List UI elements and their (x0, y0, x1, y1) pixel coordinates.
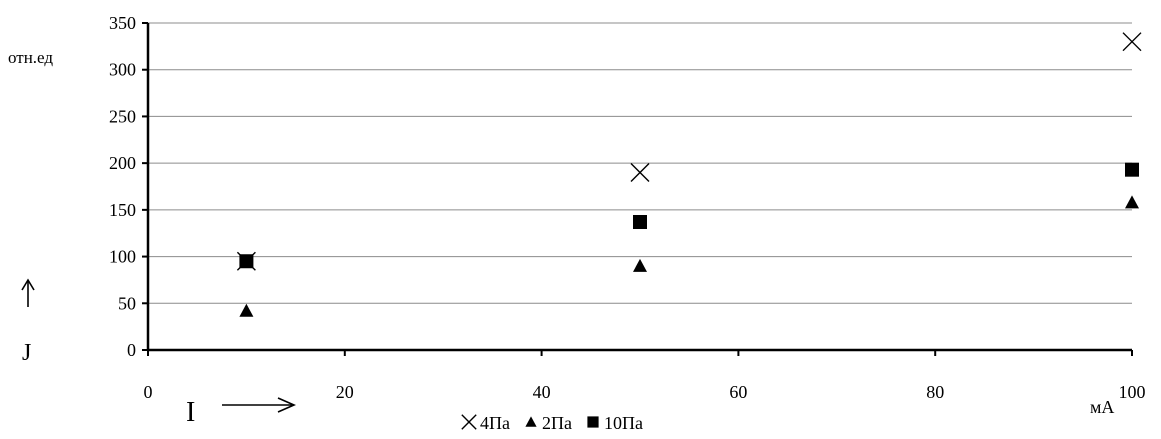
y-tick-label: 350 (109, 13, 136, 33)
legend-item: 10Па (587, 413, 643, 433)
data-point-square-marker (239, 254, 254, 269)
y-tick-label: 300 (109, 60, 136, 80)
x-tick-label: 100 (1119, 382, 1146, 402)
y-tick-label: 50 (118, 293, 136, 313)
grid-lines (148, 22, 1132, 304)
x-tick-label: 20 (336, 382, 354, 402)
legend-item: 4Па (461, 413, 510, 433)
data-point-triangle-marker (633, 258, 647, 272)
y-tick-label: 200 (109, 153, 136, 173)
x-tick-labels: 0 20 40 60 80 100 (144, 382, 1146, 402)
data-points (236, 32, 1142, 317)
y-tick-labels: 0 50 100 150 200 250 300 350 (109, 13, 136, 360)
data-point-square-marker (633, 215, 647, 230)
x-tick-label: 0 (144, 382, 153, 402)
data-point-triangle-marker (525, 416, 537, 427)
x-tick-label: 80 (926, 382, 944, 402)
y-tick-label: 0 (127, 340, 136, 360)
data-point-square-marker (587, 416, 599, 428)
legend-label: 10Па (604, 413, 643, 433)
x-axis-label: I (186, 397, 195, 428)
x-tick-label: 60 (729, 382, 747, 402)
y-axis-arrow-icon (21, 278, 35, 307)
legend-item: 2Па (525, 413, 572, 433)
y-axis-label: J (22, 340, 31, 366)
data-point-x-marker (461, 414, 477, 430)
legend-label: 4Па (480, 413, 510, 433)
data-point-x-marker (1122, 32, 1142, 52)
y-unit-label: отн.ед (8, 48, 53, 67)
axes (142, 22, 1133, 356)
y-tick-label: 150 (109, 200, 136, 220)
data-point-triangle-marker (239, 303, 254, 317)
data-point-x-marker (630, 162, 650, 182)
y-tick-label: 100 (109, 247, 136, 267)
x-unit-label: мА (1090, 397, 1114, 417)
x-tick-label: 40 (533, 382, 551, 402)
legend-label: 2Па (542, 413, 572, 433)
data-point-triangle-marker (1125, 195, 1139, 209)
y-tick-label: 250 (109, 106, 136, 126)
data-point-square-marker (1125, 162, 1139, 177)
x-axis-arrow-icon (222, 397, 296, 413)
legend: 4Па 2Па 10Па (461, 413, 643, 433)
